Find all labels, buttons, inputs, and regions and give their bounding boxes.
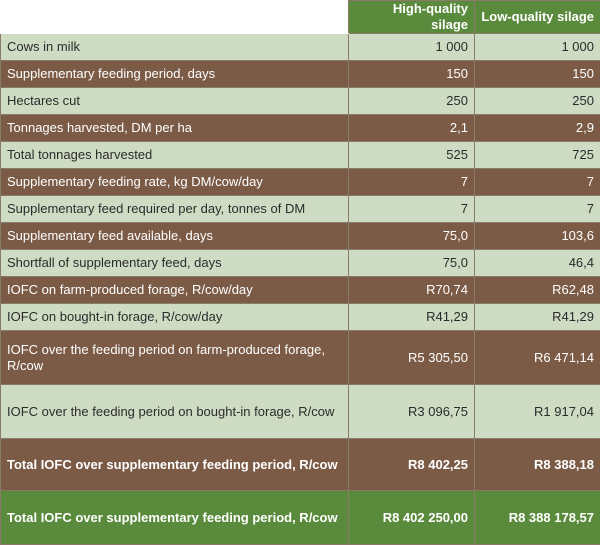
table-row: IOFC on farm-produced forage, R/cow/day … — [1, 277, 600, 304]
high-quality-value: 525 — [349, 142, 475, 169]
header-blank-cell — [1, 1, 349, 34]
high-quality-value: 150 — [349, 61, 475, 88]
table-row: Supplementary feed available, days 75,0 … — [1, 223, 600, 250]
table-row: IOFC over the feeding period on bought-i… — [1, 385, 600, 439]
row-label: IOFC on bought-in forage, R/cow/day — [1, 304, 349, 331]
total-row-per-cow: Total IOFC over supplementary feeding pe… — [1, 439, 600, 491]
row-label: Supplementary feed required per day, ton… — [1, 196, 349, 223]
row-label: Supplementary feed available, days — [1, 223, 349, 250]
row-label: Total tonnages harvested — [1, 142, 349, 169]
row-label: IOFC over the feeding period on bought-i… — [1, 385, 349, 439]
total-row-herd: Total IOFC over supplementary feeding pe… — [1, 491, 600, 545]
low-quality-value: 7 — [475, 169, 600, 196]
table-row: Shortfall of supplementary feed, days 75… — [1, 250, 600, 277]
row-label: Tonnages harvested, DM per ha — [1, 115, 349, 142]
row-label: Hectares cut — [1, 88, 349, 115]
high-quality-value: R5 305,50 — [349, 331, 475, 385]
row-label: IOFC on farm-produced forage, R/cow/day — [1, 277, 349, 304]
low-quality-value: 250 — [475, 88, 600, 115]
low-quality-value: 150 — [475, 61, 600, 88]
row-label: Total IOFC over supplementary feeding pe… — [1, 439, 349, 491]
header-low-quality: Low-quality silage — [475, 1, 600, 34]
table-header-row: High-quality silage Low-quality silage — [1, 1, 600, 34]
low-quality-value: 725 — [475, 142, 600, 169]
table-row: IOFC on bought-in forage, R/cow/day R41,… — [1, 304, 600, 331]
row-label: Total IOFC over supplementary feeding pe… — [1, 491, 349, 545]
high-quality-value: R41,29 — [349, 304, 475, 331]
table-row: Supplementary feeding period, days 150 1… — [1, 61, 600, 88]
high-quality-value: R3 096,75 — [349, 385, 475, 439]
low-quality-value: 103,6 — [475, 223, 600, 250]
table-row: Tonnages harvested, DM per ha 2,1 2,9 — [1, 115, 600, 142]
table-row: Supplementary feed required per day, ton… — [1, 196, 600, 223]
high-quality-value: 75,0 — [349, 223, 475, 250]
high-quality-value: 7 — [349, 196, 475, 223]
table-row: Hectares cut 250 250 — [1, 88, 600, 115]
high-quality-value: R8 402 250,00 — [349, 491, 475, 545]
row-label: Supplementary feeding period, days — [1, 61, 349, 88]
high-quality-value: 2,1 — [349, 115, 475, 142]
high-quality-value: 250 — [349, 88, 475, 115]
high-quality-value: 7 — [349, 169, 475, 196]
low-quality-value: R62,48 — [475, 277, 600, 304]
low-quality-value: 46,4 — [475, 250, 600, 277]
low-quality-value: 2,9 — [475, 115, 600, 142]
low-quality-value: R8 388 178,57 — [475, 491, 600, 545]
row-label: Cows in milk — [1, 34, 349, 61]
low-quality-value: 7 — [475, 196, 600, 223]
low-quality-value: R6 471,14 — [475, 331, 600, 385]
low-quality-value: R41,29 — [475, 304, 600, 331]
table-row: Total tonnages harvested 525 725 — [1, 142, 600, 169]
low-quality-value: R8 388,18 — [475, 439, 600, 491]
table-row: Cows in milk 1 000 1 000 — [1, 34, 600, 61]
low-quality-value: 1 000 — [475, 34, 600, 61]
row-label: Shortfall of supplementary feed, days — [1, 250, 349, 277]
high-quality-value: R8 402,25 — [349, 439, 475, 491]
high-quality-value: R70,74 — [349, 277, 475, 304]
row-label: Supplementary feeding rate, kg DM/cow/da… — [1, 169, 349, 196]
high-quality-value: 1 000 — [349, 34, 475, 61]
header-high-quality: High-quality silage — [349, 1, 475, 34]
low-quality-value: R1 917,04 — [475, 385, 600, 439]
high-quality-value: 75,0 — [349, 250, 475, 277]
table-row: IOFC over the feeding period on farm-pro… — [1, 331, 600, 385]
table-row: Supplementary feeding rate, kg DM/cow/da… — [1, 169, 600, 196]
row-label: IOFC over the feeding period on farm-pro… — [1, 331, 349, 385]
